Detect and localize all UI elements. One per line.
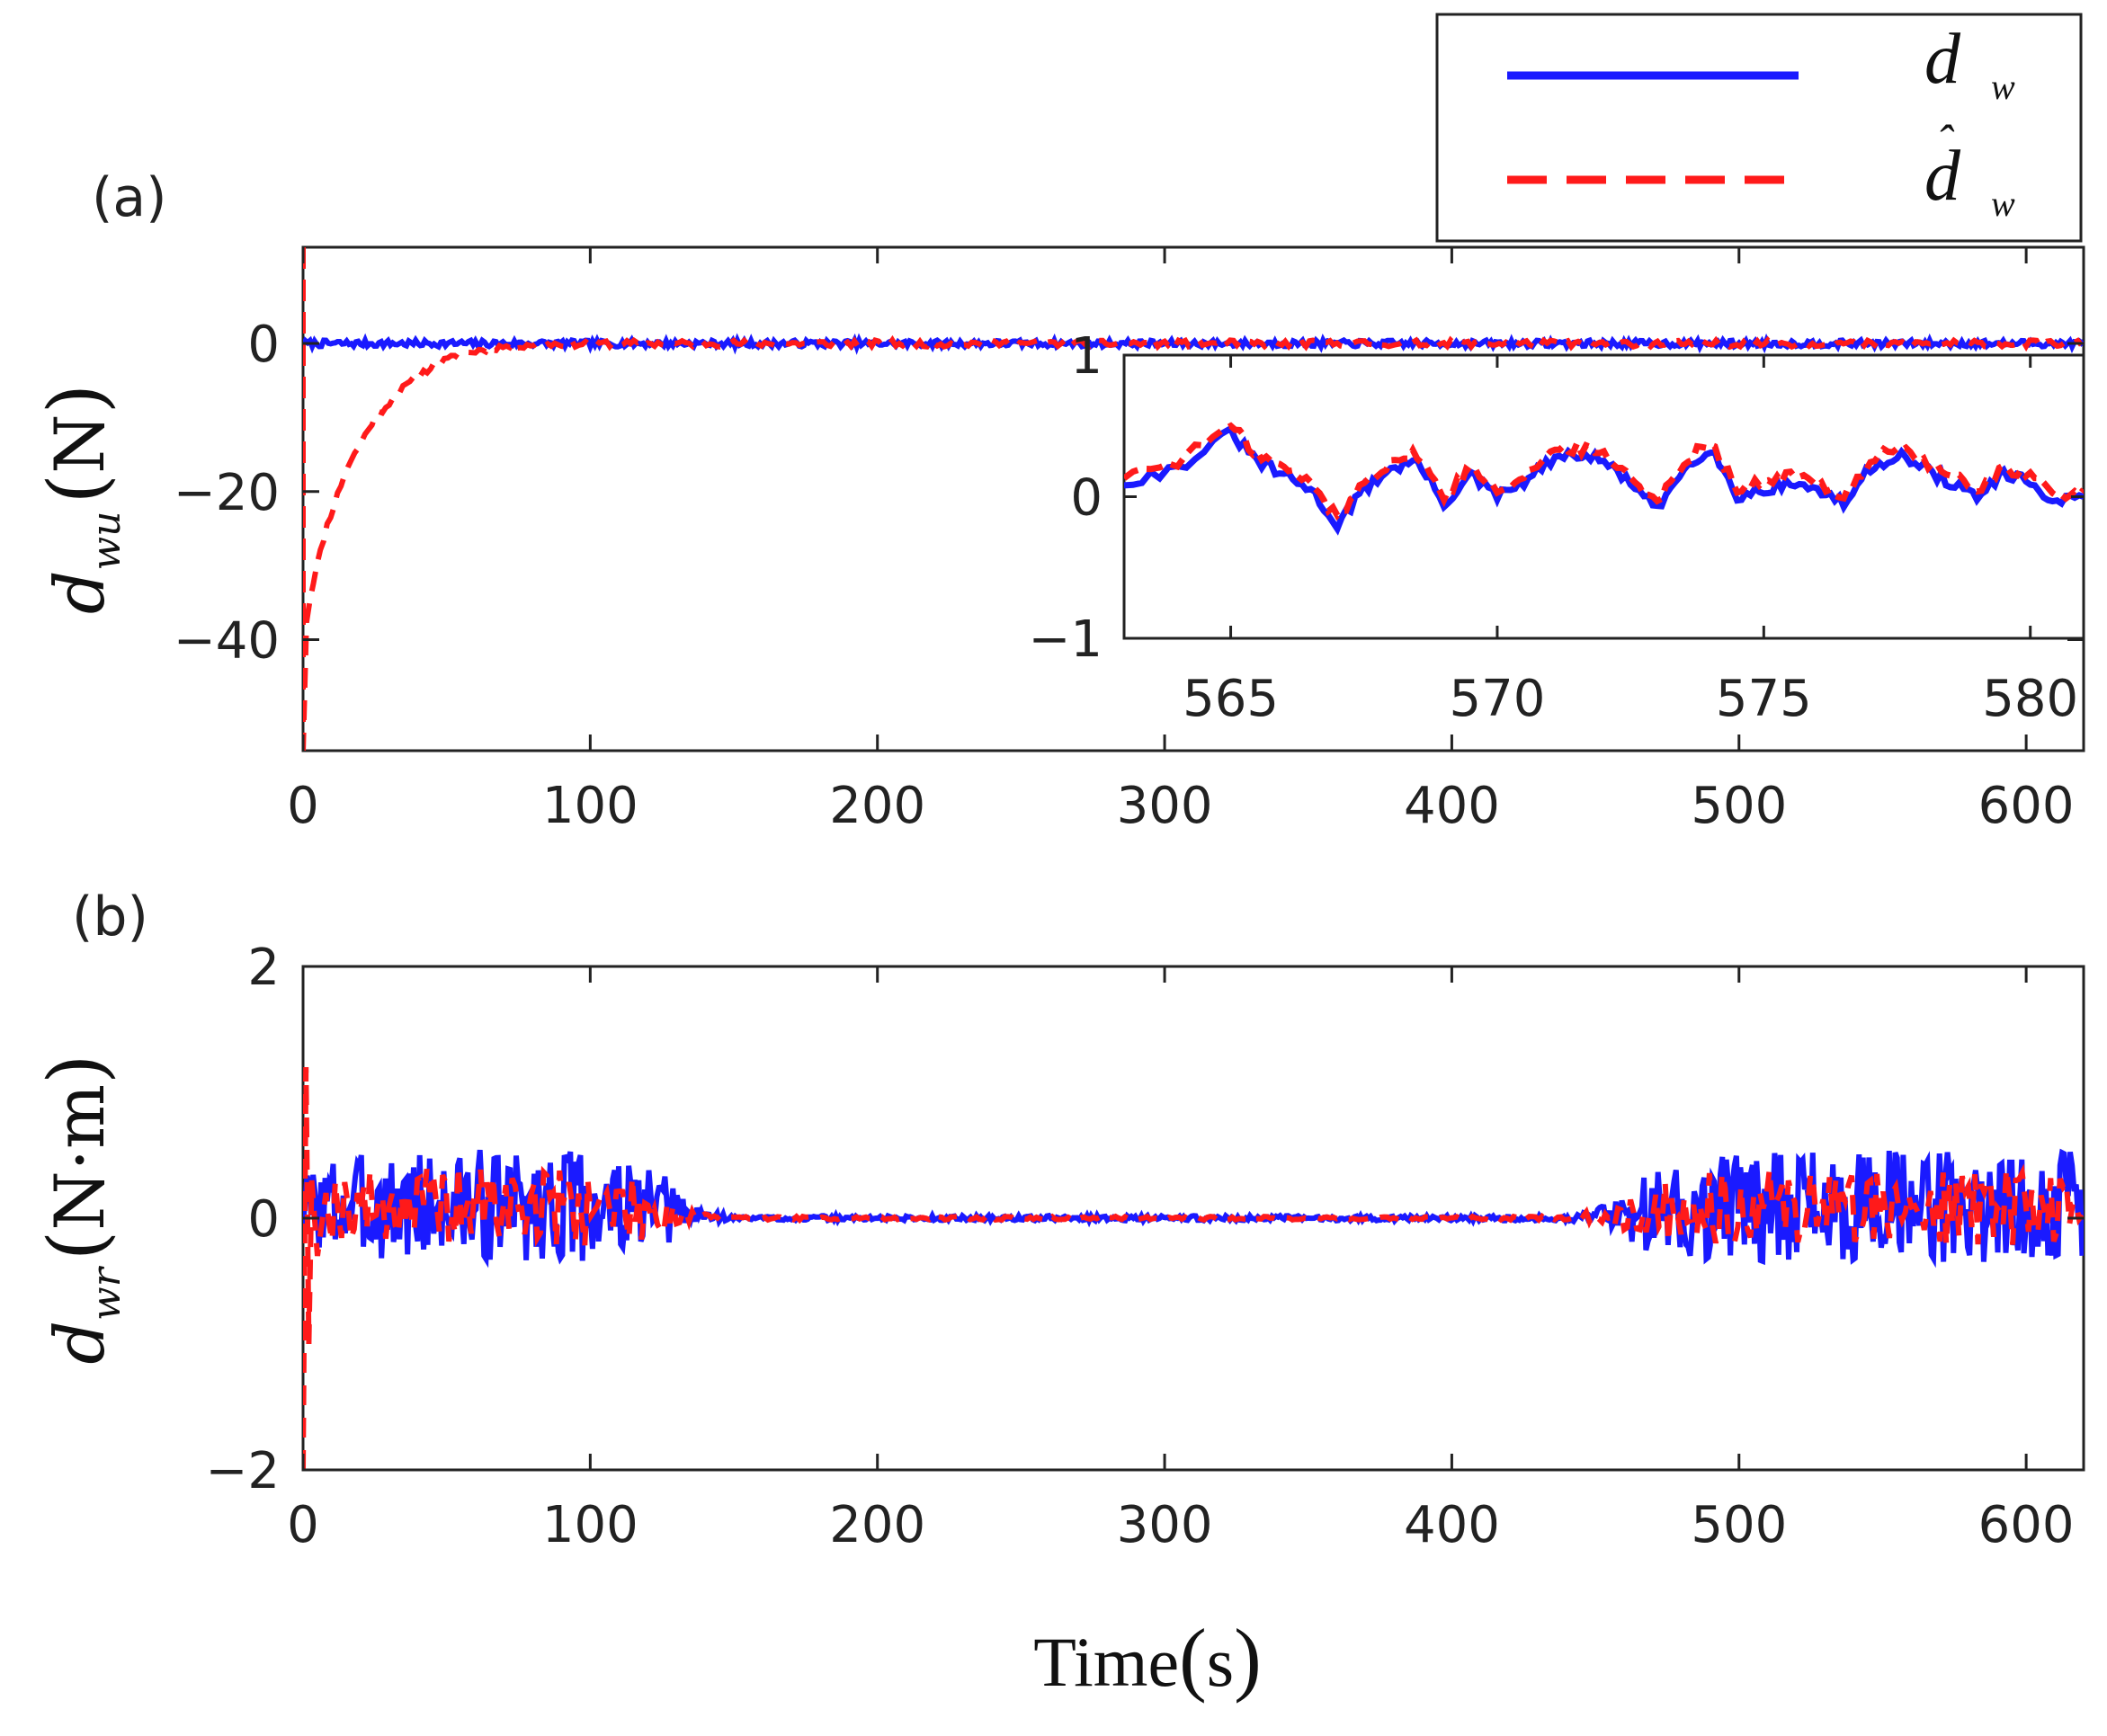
panel-b-xtick-label: 200 [829, 1496, 925, 1554]
panel-b-xtick-label: 0 [287, 1496, 319, 1554]
inset-xtick-label: 575 [1716, 670, 1812, 728]
panel-a-xtick-label: 600 [1978, 777, 2075, 835]
inset-chart: 565 570 575 580 1 0 −1 [1028, 327, 2085, 728]
panel-a-plot-area [303, 247, 2084, 751]
inset-series-d-w-line [1124, 423, 2084, 536]
series-d-hat-w-line-b [303, 1066, 2084, 1470]
panel-a-ytick-label: −40 [174, 611, 280, 670]
panel-b-plot-area [303, 1066, 2084, 1470]
panel-b-ytick-label: 2 [247, 939, 280, 997]
panel-b-ytick-label: −2 [205, 1442, 280, 1500]
panel-b-label: (b) [72, 886, 148, 948]
panel-a-ytick-label: −20 [174, 464, 280, 522]
legend-hat-mark: ˆ [1936, 115, 1955, 169]
legend-box [1435, 13, 2083, 243]
panel-b-xtick-label: 100 [542, 1496, 638, 1554]
panel-a-xtick-label: 400 [1404, 777, 1500, 835]
inset-xtick-label: 570 [1449, 670, 1545, 728]
inset-ytick-label: 1 [1070, 327, 1103, 386]
x-axis-label: Time(s) [1033, 1612, 1262, 1704]
inset-xtick-label: 565 [1183, 670, 1279, 728]
svg-text:dwr(N·m): dwr(N·m) [32, 1054, 129, 1364]
panel-a-ticks: 0 100 200 300 400 500 600 0 −20 −40 [174, 247, 2084, 835]
svg-text:dwu(N): dwu(N) [32, 384, 129, 614]
panel-a-xtick-label: 100 [542, 777, 638, 835]
series-d-hat-w-line [303, 334, 2084, 751]
panel-b-ylabel: dwr(N·m) [32, 1054, 129, 1364]
inset-xtick-label: 580 [1982, 670, 2078, 728]
panel-a-ytick-label: 0 [247, 316, 280, 374]
panel-b-xtick-label: 600 [1978, 1496, 2075, 1554]
panel-b-xtick-label: 500 [1691, 1496, 1787, 1554]
panel-b-ytick-label: 0 [247, 1190, 280, 1249]
panel-a-xtick-label: 300 [1117, 777, 1213, 835]
inset-series-d-hat-w-line [1124, 422, 2084, 521]
inset-ytick-label: 0 [1070, 469, 1103, 528]
panel-a-xtick-label: 0 [287, 777, 319, 835]
panel-a-xtick-label: 500 [1691, 777, 1787, 835]
series-d-w-line-b [303, 1148, 2084, 1269]
panel-a-label: (a) [92, 166, 167, 229]
inset-ticks: 565 570 575 580 1 0 −1 [1028, 327, 2084, 728]
panel-b-xtick-label: 300 [1117, 1496, 1213, 1554]
inset-plot-area [1124, 422, 2084, 536]
inset-ytick-label: −1 [1028, 610, 1103, 669]
panel-b-xtick-label: 400 [1404, 1496, 1500, 1554]
panel-a-xtick-label: 200 [829, 777, 925, 835]
inset-frame [1122, 353, 2085, 640]
panel-a-ylabel: dwu(N) [32, 384, 129, 614]
